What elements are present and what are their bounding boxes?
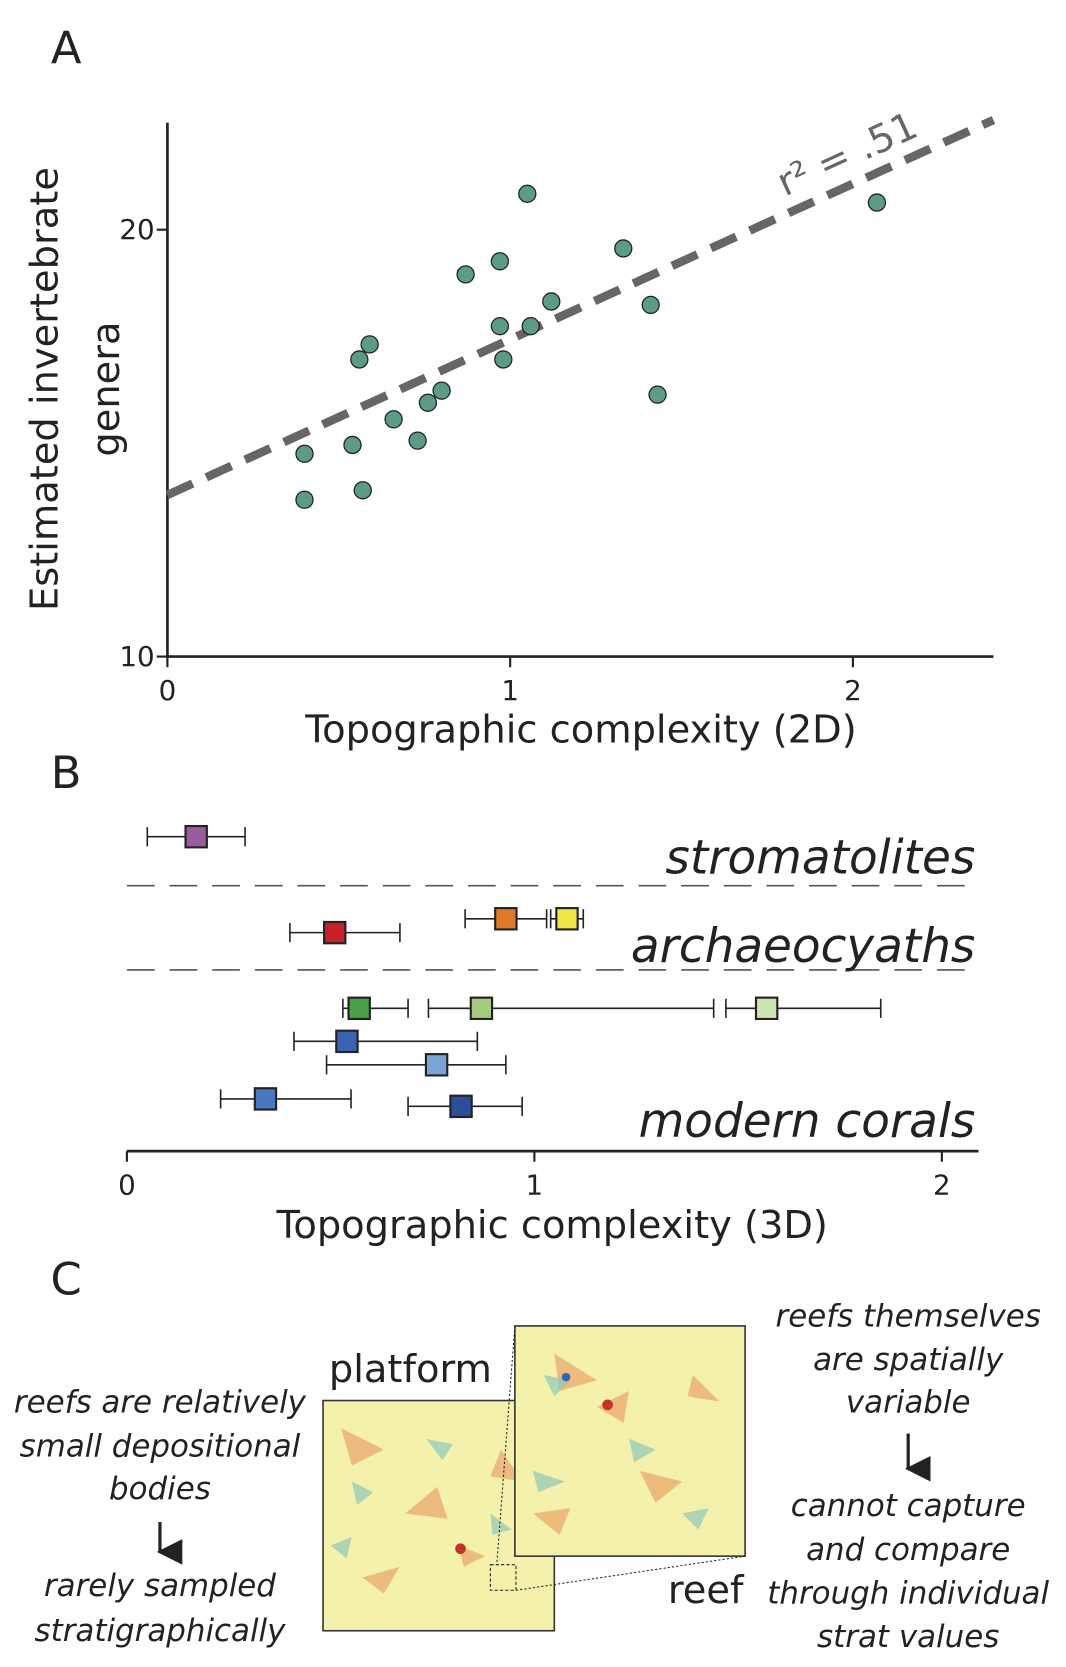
point [518, 184, 537, 203]
point [456, 265, 475, 284]
point [408, 431, 427, 450]
map-label: reef [668, 1568, 745, 1613]
marker [494, 907, 518, 931]
x-tick-label: 1 [526, 1169, 544, 1202]
marker [555, 907, 579, 931]
panel-label: B [51, 746, 82, 799]
note: reefs are relatively [14, 1385, 307, 1421]
x-axis-label: Topographic complexity (2D) [304, 708, 856, 753]
note: through individual [767, 1575, 1049, 1611]
point [384, 410, 403, 429]
marker [469, 996, 494, 1021]
fit-line [165, 116, 996, 499]
point [295, 444, 314, 463]
note: cannot capture [791, 1488, 1026, 1524]
y-axis-label: genera [84, 321, 129, 456]
marker [184, 824, 208, 849]
x-tick-label: 0 [159, 674, 177, 707]
note: strat values [817, 1619, 999, 1655]
x-tick-label: 2 [844, 674, 862, 707]
point [490, 252, 510, 271]
note: variable [846, 1385, 971, 1421]
note: small depositional [20, 1428, 301, 1464]
point [350, 350, 369, 369]
marker [322, 920, 347, 945]
marker [253, 1087, 278, 1111]
x-tick-label: 0 [118, 1169, 136, 1202]
reef-map [514, 1325, 746, 1557]
y-axis-label: Estimated invertebrate [22, 167, 67, 611]
x-tick-label: 2 [933, 1169, 951, 1202]
point [641, 295, 660, 315]
point [614, 239, 633, 258]
note: rarely sampled [44, 1568, 276, 1604]
point [867, 193, 887, 212]
x-tick-label: 1 [501, 674, 519, 707]
y-tick-label: 20 [119, 213, 154, 246]
note: reefs themselves [776, 1298, 1041, 1334]
point [432, 381, 451, 400]
group-label: archaeocyaths [631, 919, 975, 974]
note: and compare [806, 1532, 1010, 1568]
marker [424, 1053, 449, 1077]
group-label: stromatolites [665, 831, 975, 886]
x-axis-label: Topographic complexity (3D) [275, 1203, 827, 1248]
point [521, 317, 540, 336]
point [418, 393, 438, 412]
y-tick-label: 10 [119, 640, 154, 673]
zoom-line [496, 1325, 516, 1565]
point [490, 317, 510, 336]
panel-label: A [51, 21, 82, 74]
marker [449, 1094, 473, 1119]
panel-c: platform reef reefs are relatively small… [14, 1298, 1050, 1655]
note: are spatially [813, 1342, 1004, 1378]
marker [347, 996, 371, 1021]
point [648, 385, 667, 404]
point [353, 481, 372, 500]
point [295, 490, 314, 509]
marker [335, 1029, 359, 1054]
map-label: platform [329, 1347, 492, 1392]
note: bodies [109, 1471, 211, 1507]
marker [754, 996, 779, 1021]
zoom-line [515, 1555, 746, 1591]
point [360, 335, 379, 354]
point [542, 292, 561, 311]
note: stratigraphically [34, 1613, 286, 1649]
group-label: modern corals [639, 1094, 976, 1149]
panel-label: C [51, 1253, 82, 1306]
point [343, 435, 362, 455]
point [494, 350, 513, 369]
